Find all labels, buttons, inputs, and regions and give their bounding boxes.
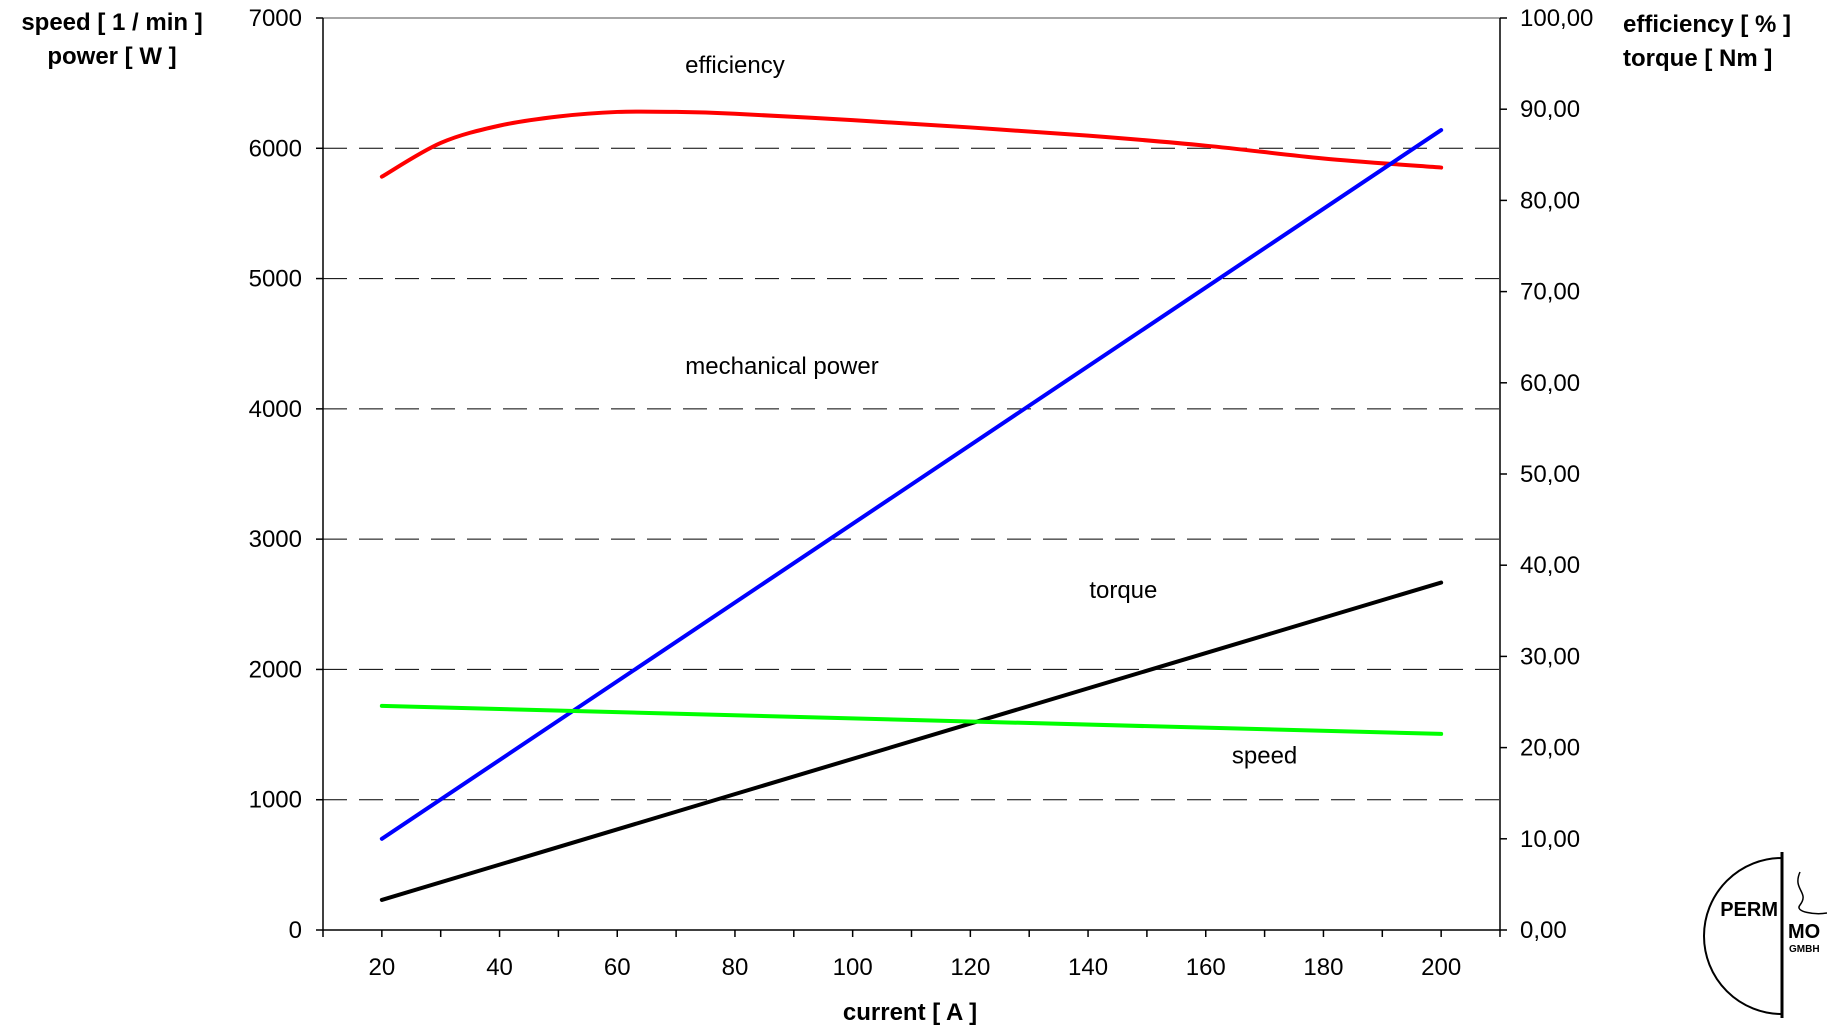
y-right-tick-label-90: 90,00 (1520, 96, 1580, 123)
y-left-tick-label-3000: 3000 (249, 526, 302, 553)
y-left-tick-label-4000: 4000 (249, 396, 302, 423)
y-left-tick-label-6000: 6000 (249, 135, 302, 162)
y-left-label-line2: power [ W ] (47, 43, 176, 70)
y-right-tick-label-50: 50,00 (1520, 461, 1580, 488)
logo-text-right: MO (1788, 921, 1820, 943)
gridlines (323, 147, 1500, 801)
y-left-label-line1: speed [ 1 / min ] (21, 9, 202, 36)
series-line-efficiency (379, 109, 1444, 179)
x-tick-label-180: 180 (1303, 954, 1343, 981)
series-annotations: efficiency mechanical power torque speed (685, 52, 1297, 770)
series-line-mechanical-power (379, 128, 1444, 841)
x-tick-label-160: 160 (1186, 954, 1226, 981)
y-right-label-line2: torque [ Nm ] (1623, 45, 1772, 72)
y-left-tick-label-1000: 1000 (249, 787, 302, 814)
annotation-mechanical-power: mechanical power (685, 353, 878, 380)
y-right-tick-label-100: 100,00 (1520, 5, 1593, 32)
series-line-torque (379, 580, 1444, 902)
y-right-tick-label-30: 30,00 (1520, 643, 1580, 670)
x-tick-label-200: 200 (1421, 954, 1461, 981)
logo-wave (1797, 871, 1827, 915)
y-right-tick-label-0: 0,00 (1520, 917, 1567, 944)
y-left-tick-label-0: 0 (289, 917, 302, 944)
x-axis-label: current [ A ] (843, 999, 977, 1026)
company-logo: PERM MO GMBH (1703, 852, 1827, 1018)
y-right-tick-label-10: 10,00 (1520, 826, 1580, 853)
axes: 20 40 60 80 100 120 140 160 180 20001000200030004… (249, 5, 1594, 981)
y-right-label-line1: efficiency [ % ] (1623, 11, 1791, 38)
y-left-tick-label-5000: 5000 (249, 266, 302, 293)
logo-text-left: PERM (1720, 899, 1778, 921)
annotation-torque: torque (1089, 577, 1157, 604)
series-lines (379, 109, 1444, 902)
x-tick-label-80: 80 (722, 954, 749, 981)
x-tick-label-20: 20 (368, 954, 395, 981)
logo-text-small: GMBH (1789, 944, 1820, 955)
y-right-tick-label-20: 20,00 (1520, 735, 1580, 762)
y-right-tick-label-40: 40,00 (1520, 552, 1580, 579)
x-tick-label-100: 100 (833, 954, 873, 981)
x-tick-label-40: 40 (486, 954, 513, 981)
x-tick-label-140: 140 (1068, 954, 1108, 981)
series-line-speed (379, 703, 1444, 736)
y-right-tick-label-80: 80,00 (1520, 187, 1580, 214)
y-left-tick-label-2000: 2000 (249, 656, 302, 683)
y-right-tick-label-60: 60,00 (1520, 370, 1580, 397)
x-tick-label-120: 120 (950, 954, 990, 981)
y-right-tick-label-70: 70,00 (1520, 279, 1580, 306)
logo-arc (1703, 857, 1783, 1015)
y-left-tick-label-7000: 7000 (249, 5, 302, 32)
annotation-speed: speed (1232, 742, 1297, 769)
x-tick-label-60: 60 (604, 954, 631, 981)
annotation-efficiency: efficiency (685, 52, 785, 79)
